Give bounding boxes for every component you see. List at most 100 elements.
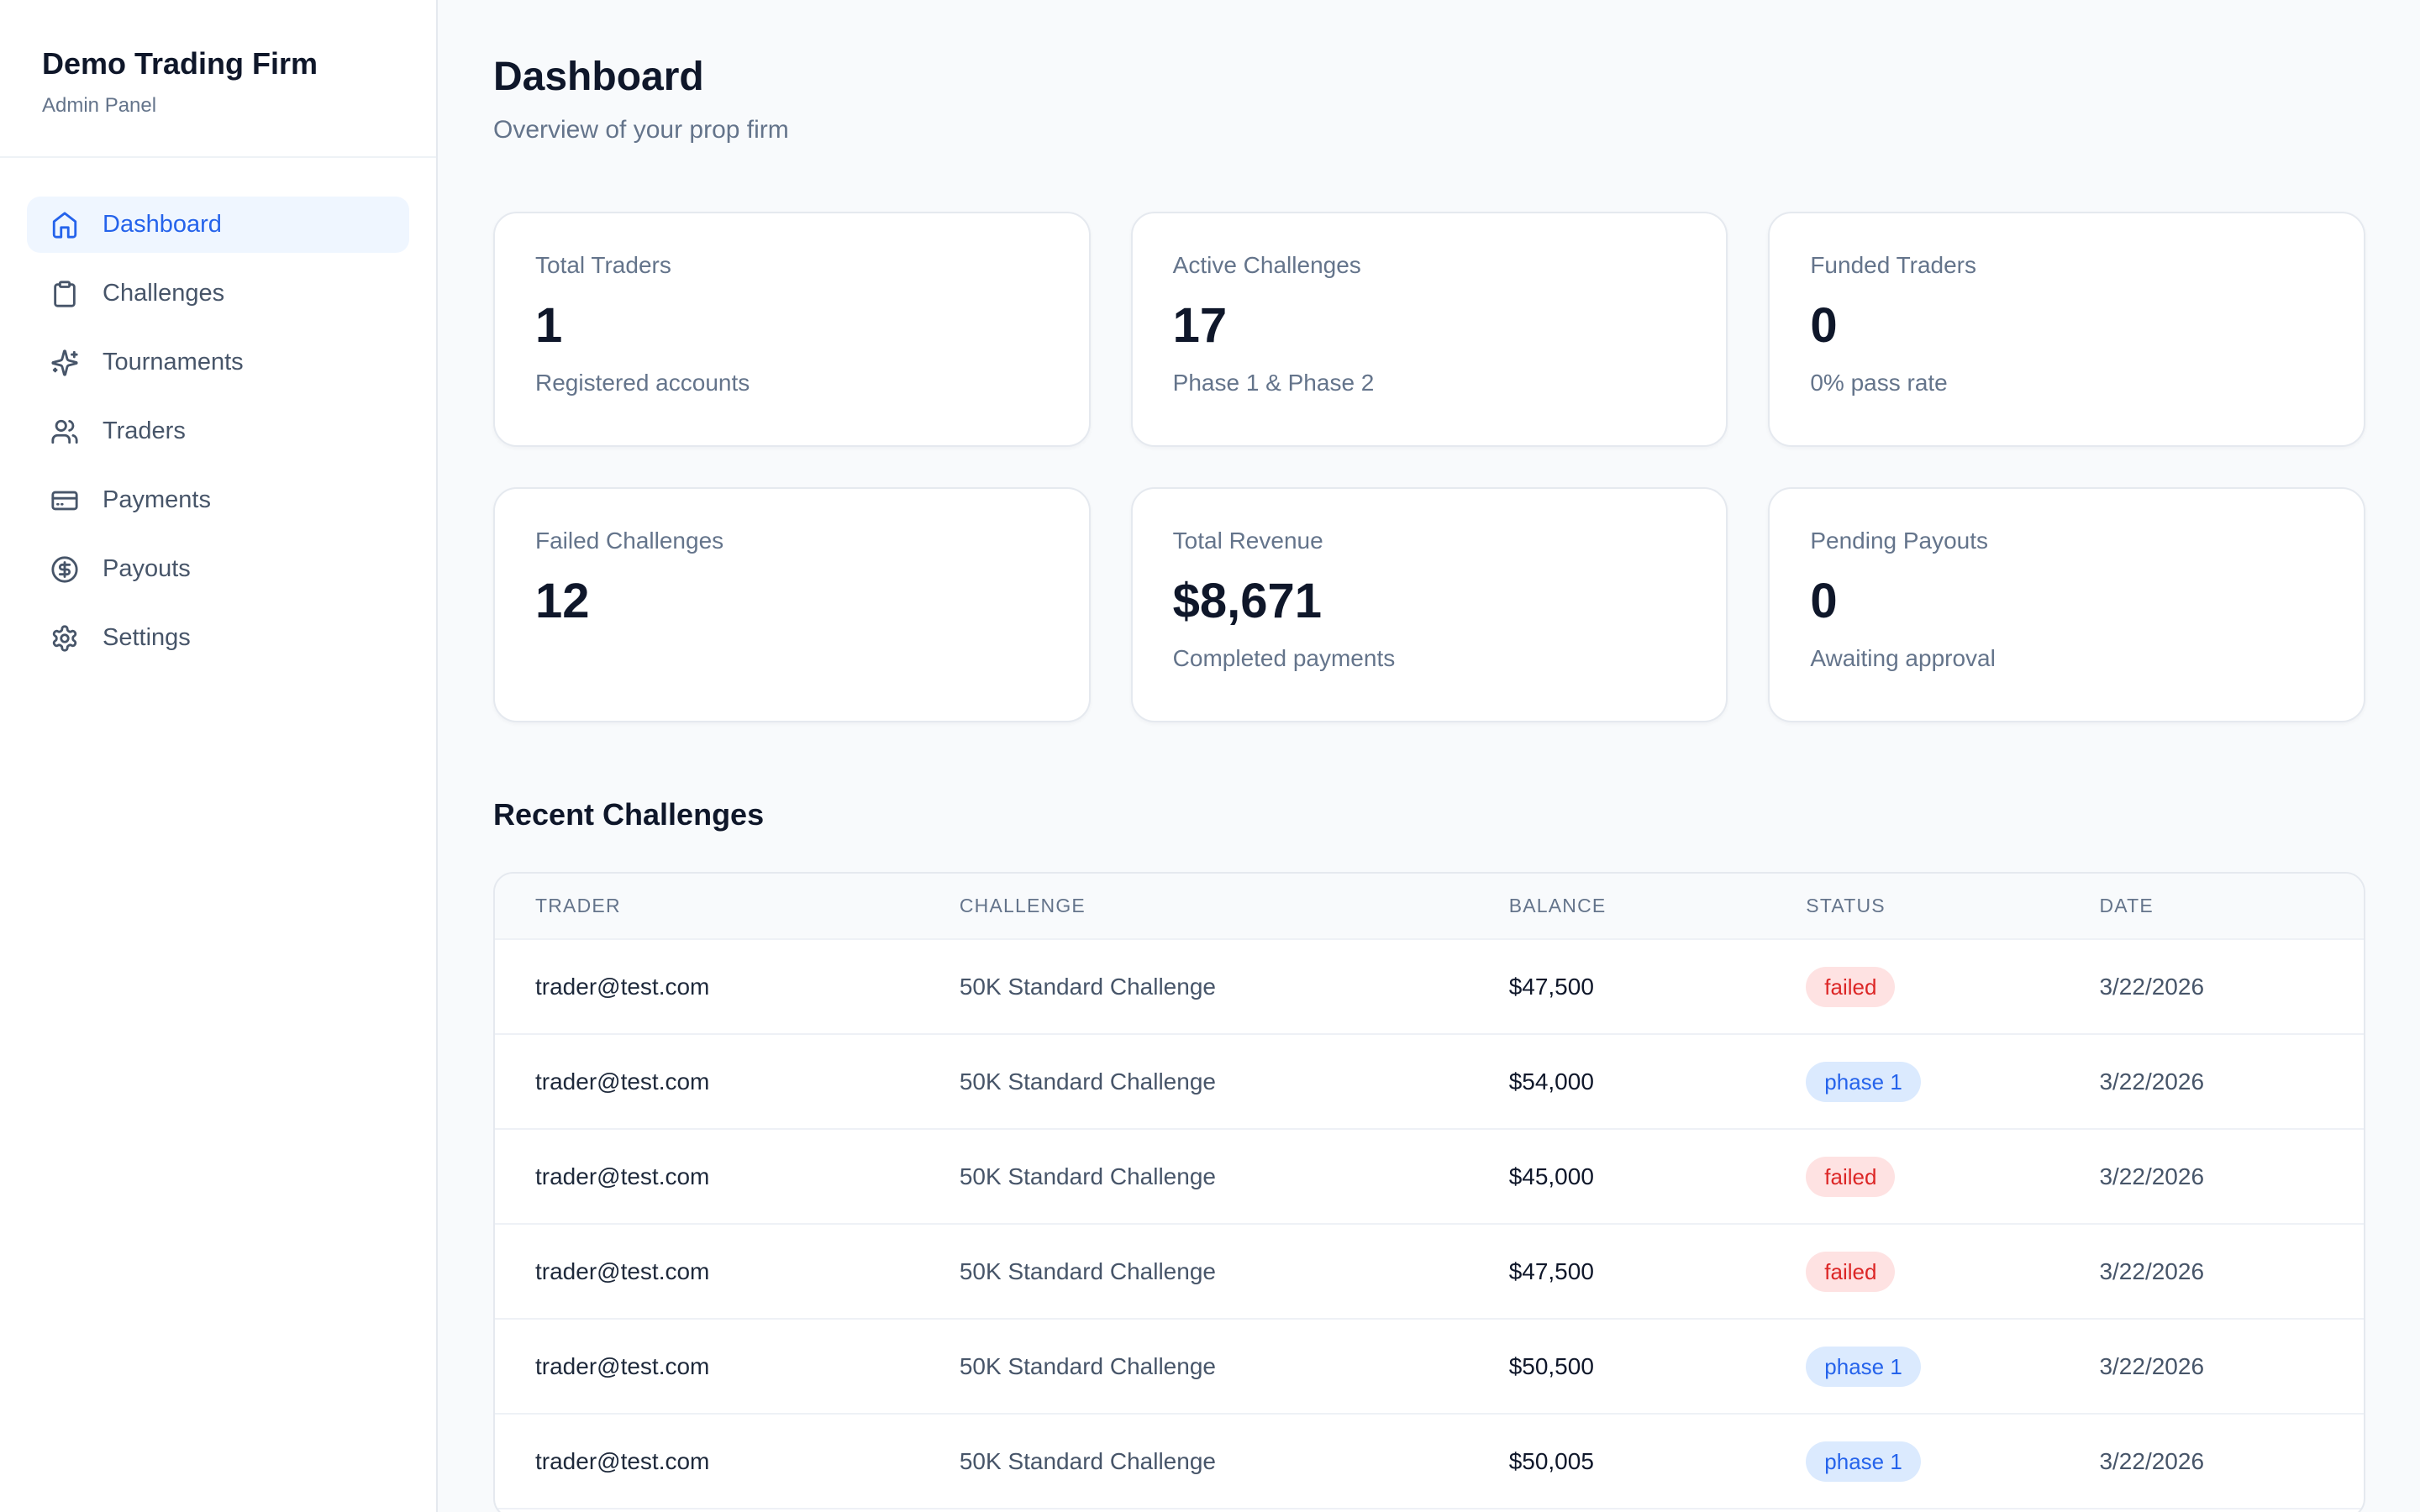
table-row-partial	[495, 1509, 2364, 1512]
users-icon	[50, 417, 79, 446]
stat-subtext: 0% pass rate	[1810, 370, 1948, 396]
stat-label: Total Traders	[535, 252, 671, 278]
table-row[interactable]: trader@test.com 50K Standard Challenge $…	[495, 1319, 2364, 1414]
status-badge: phase 1	[1806, 1441, 1921, 1482]
balance-cell: $50,005	[1508, 1447, 1594, 1474]
status-cell: phase 1	[1765, 1034, 2059, 1129]
trader-cell: trader@test.com	[535, 1068, 710, 1095]
sidebar: Demo Trading Firm Admin Panel Dashboard …	[0, 0, 438, 1512]
sidebar-item-label: Payouts	[103, 555, 191, 582]
challenge-cell: 50K Standard Challenge	[959, 1068, 1216, 1095]
date-cell: 3/22/2026	[2099, 1257, 2205, 1284]
sidebar-header: Demo Trading Firm Admin Panel	[0, 0, 436, 158]
stat-card-failed-challenges: Failed Challenges 12	[493, 487, 1091, 722]
column-header-status: STATUS	[1765, 874, 2060, 939]
stat-subtext: Registered accounts	[535, 370, 750, 396]
stat-card-total-traders: Total Traders 1 Registered accounts	[493, 212, 1091, 447]
column-header-challenge: CHALLENGE	[918, 874, 1469, 939]
sidebar-item-label: Payments	[103, 486, 211, 513]
main-content: Dashboard Overview of your prop firm Tot…	[438, 0, 2420, 1512]
balance-cell: $45,000	[1508, 1163, 1594, 1189]
stat-label: Failed Challenges	[535, 528, 724, 554]
stat-value: $8,671	[1172, 574, 1323, 628]
sidebar-item-payouts[interactable]: Payouts	[27, 541, 409, 597]
column-header-balance: BALANCE	[1468, 874, 1766, 939]
trader-cell: trader@test.com	[535, 1352, 710, 1379]
table-row[interactable]: trader@test.com 50K Standard Challenge $…	[495, 1034, 2364, 1129]
trader-cell: trader@test.com	[535, 973, 710, 1000]
sidebar-item-challenges[interactable]: Challenges	[27, 265, 409, 322]
date-cell: 3/22/2026	[2099, 1352, 2205, 1379]
balance-cell: $54,000	[1508, 1068, 1594, 1095]
firm-name: Demo Trading Firm	[42, 46, 318, 81]
sidebar-item-dashboard[interactable]: Dashboard	[27, 197, 409, 253]
stat-value: 0	[1810, 574, 1838, 628]
status-badge: phase 1	[1806, 1346, 1921, 1387]
status-cell: failed	[1765, 1129, 2059, 1224]
challenge-cell: 50K Standard Challenge	[959, 1163, 1216, 1189]
challenge-cell: 50K Standard Challenge	[959, 1257, 1216, 1284]
table-header-row: TRADER CHALLENGE BALANCE STATUS DATE	[495, 874, 2364, 939]
sidebar-item-label: Settings	[103, 624, 191, 651]
sidebar-item-traders[interactable]: Traders	[27, 403, 409, 459]
sidebar-nav: Dashboard Challenges Tournaments Traders	[0, 158, 436, 666]
stat-subtext: Phase 1 & Phase 2	[1172, 370, 1375, 396]
stat-card-funded-traders: Funded Traders 0 0% pass rate	[1768, 212, 2365, 447]
date-cell: 3/22/2026	[2099, 973, 2205, 1000]
table-row[interactable]: trader@test.com 50K Standard Challenge $…	[495, 1414, 2364, 1509]
page-title: Dashboard	[493, 55, 704, 99]
column-header-trader: TRADER	[495, 874, 919, 939]
trader-cell: trader@test.com	[535, 1447, 710, 1474]
challenge-cell: 50K Standard Challenge	[959, 973, 1216, 1000]
stat-label: Total Revenue	[1172, 528, 1323, 554]
stat-card-total-revenue: Total Revenue $8,671 Completed payments	[1130, 487, 1728, 722]
stat-label: Funded Traders	[1810, 252, 1976, 278]
stat-value: 17	[1172, 298, 1228, 353]
challenge-cell: 50K Standard Challenge	[959, 1447, 1216, 1474]
sidebar-item-settings[interactable]: Settings	[27, 610, 409, 666]
stat-value: 1	[535, 298, 563, 353]
stats-grid: Total Traders 1 Registered accounts Acti…	[493, 212, 2365, 722]
challenge-cell: 50K Standard Challenge	[959, 1352, 1216, 1379]
balance-cell: $50,500	[1508, 1352, 1594, 1379]
table-row[interactable]: trader@test.com 50K Standard Challenge $…	[495, 939, 2364, 1034]
table-row[interactable]: trader@test.com 50K Standard Challenge $…	[495, 1129, 2364, 1224]
gear-icon	[50, 624, 79, 653]
status-badge: failed	[1806, 1251, 1896, 1292]
date-cell: 3/22/2026	[2099, 1163, 2205, 1189]
page-subtitle: Overview of your prop firm	[493, 116, 789, 144]
clipboard-icon	[50, 280, 79, 308]
firm-subtitle: Admin Panel	[42, 94, 157, 117]
stat-label: Pending Payouts	[1810, 528, 1989, 554]
credit-card-icon	[50, 486, 79, 515]
status-cell: phase 1	[1765, 1319, 2059, 1414]
balance-cell: $47,500	[1508, 973, 1594, 1000]
sidebar-item-payments[interactable]: Payments	[27, 472, 409, 528]
trader-cell: trader@test.com	[535, 1257, 710, 1284]
stat-subtext: Completed payments	[1172, 645, 1396, 671]
sidebar-item-label: Tournaments	[103, 349, 244, 375]
stat-card-active-challenges: Active Challenges 17 Phase 1 & Phase 2	[1130, 212, 1728, 447]
stat-value: 0	[1810, 298, 1838, 353]
stat-label: Active Challenges	[1172, 252, 1361, 278]
status-cell: failed	[1765, 1224, 2059, 1319]
status-badge: failed	[1806, 1156, 1896, 1197]
sidebar-item-label: Traders	[103, 417, 186, 444]
sidebar-item-tournaments[interactable]: Tournaments	[27, 334, 409, 391]
table-row[interactable]: trader@test.com 50K Standard Challenge $…	[495, 1224, 2364, 1319]
dollar-circle-icon	[50, 555, 79, 584]
stat-subtext: Awaiting approval	[1810, 645, 1996, 671]
status-cell: failed	[1765, 939, 2059, 1034]
status-cell: phase 1	[1765, 1414, 2059, 1509]
sparkles-icon	[50, 349, 79, 377]
status-badge: failed	[1806, 966, 1896, 1007]
balance-cell: $47,500	[1508, 1257, 1594, 1284]
date-cell: 3/22/2026	[2099, 1068, 2205, 1095]
column-header-date: DATE	[2059, 874, 2364, 939]
stat-card-pending-payouts: Pending Payouts 0 Awaiting approval	[1768, 487, 2365, 722]
sidebar-item-label: Challenges	[103, 280, 225, 307]
trader-cell: trader@test.com	[535, 1163, 710, 1189]
date-cell: 3/22/2026	[2099, 1447, 2205, 1474]
stat-value: 12	[535, 574, 590, 628]
sidebar-item-label: Dashboard	[103, 211, 222, 238]
